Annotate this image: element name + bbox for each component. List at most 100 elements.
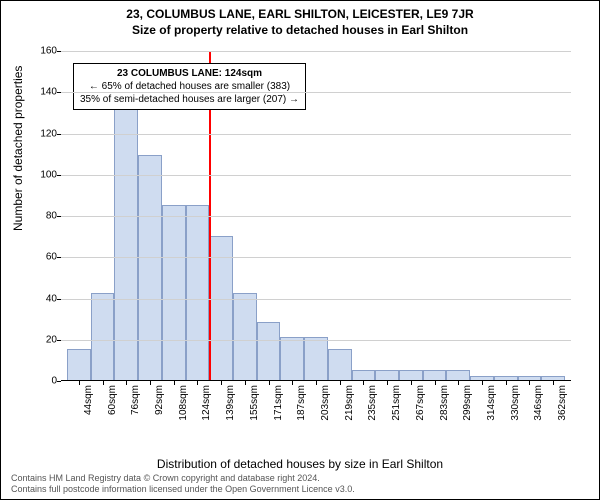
histogram-bar — [186, 205, 210, 380]
x-tick-label: 299sqm — [462, 385, 473, 421]
y-axis-label: Number of detached properties — [11, 66, 25, 231]
x-tick-label: 171sqm — [273, 385, 284, 421]
y-tick-mark — [57, 257, 61, 258]
x-tick-mark — [103, 381, 104, 385]
x-tick-label: 187sqm — [296, 385, 307, 421]
y-tick-mark — [57, 175, 61, 176]
x-tick-mark — [363, 381, 364, 385]
histogram-bar — [352, 370, 376, 380]
histogram-bar — [114, 91, 138, 380]
x-tick-label: 283sqm — [439, 385, 450, 421]
x-tick-label: 92sqm — [154, 385, 165, 415]
y-tick-mark — [57, 51, 61, 52]
grid-line — [61, 340, 571, 341]
y-tick-label: 40 — [27, 293, 57, 304]
x-tick-mark — [411, 381, 412, 385]
chart-subtitle: Size of property relative to detached ho… — [1, 23, 599, 37]
footer: Contains HM Land Registry data © Crown c… — [11, 473, 355, 495]
x-tick-mark — [340, 381, 341, 385]
x-tick-mark — [506, 381, 507, 385]
y-tick-label: 100 — [27, 169, 57, 180]
x-tick-mark — [221, 381, 222, 385]
x-axis-label: Distribution of detached houses by size … — [1, 457, 599, 471]
x-tick-label: 76sqm — [130, 385, 141, 415]
footer-line-2: Contains full postcode information licen… — [11, 484, 355, 495]
x-tick-label: 330sqm — [510, 385, 521, 421]
x-tick-label: 314sqm — [486, 385, 497, 421]
y-tick-label: 20 — [27, 334, 57, 345]
x-tick-mark — [316, 381, 317, 385]
x-tick-mark — [197, 381, 198, 385]
grid-line — [61, 257, 571, 258]
x-tick-mark — [529, 381, 530, 385]
histogram-bar — [446, 370, 470, 380]
y-tick-label: 140 — [27, 87, 57, 98]
x-tick-label: 124sqm — [201, 385, 212, 421]
histogram-bar — [162, 205, 186, 380]
title-block: 23, COLUMBUS LANE, EARL SHILTON, LEICEST… — [1, 1, 599, 37]
x-tick-mark — [387, 381, 388, 385]
x-tick-label: 44sqm — [83, 385, 94, 415]
x-tick-mark — [126, 381, 127, 385]
grid-line — [61, 175, 571, 176]
x-tick-mark — [292, 381, 293, 385]
x-tick-mark — [245, 381, 246, 385]
chart-title: 23, COLUMBUS LANE, EARL SHILTON, LEICEST… — [1, 7, 599, 21]
x-tick-mark — [435, 381, 436, 385]
annotation-line-2: ← 65% of detached houses are smaller (38… — [80, 80, 299, 93]
histogram-bar — [91, 293, 115, 380]
grid-line — [61, 92, 571, 93]
x-tick-label: 60sqm — [107, 385, 118, 415]
x-tick-label: 108sqm — [178, 385, 189, 421]
histogram-bar — [304, 337, 328, 380]
histogram-bar — [470, 376, 494, 380]
y-tick-mark — [57, 340, 61, 341]
histogram-bar — [233, 293, 257, 380]
grid-line — [61, 51, 571, 52]
x-tick-mark — [79, 381, 80, 385]
histogram-bar — [280, 337, 304, 380]
y-tick-label: 160 — [27, 46, 57, 57]
x-tick-label: 362sqm — [557, 385, 568, 421]
grid-line — [61, 216, 571, 217]
histogram-bar — [518, 376, 542, 380]
grid-line — [61, 299, 571, 300]
histogram-bar — [375, 370, 399, 380]
x-tick-label: 219sqm — [344, 385, 355, 421]
x-tick-label: 155sqm — [249, 385, 260, 421]
annotation-line-1: 23 COLUMBUS LANE: 124sqm — [80, 67, 299, 80]
y-tick-mark — [57, 381, 61, 382]
x-tick-label: 139sqm — [225, 385, 236, 421]
histogram-bar — [541, 376, 565, 380]
y-tick-label: 60 — [27, 252, 57, 263]
histogram-bar — [328, 349, 352, 380]
x-tick-label: 267sqm — [415, 385, 426, 421]
x-tick-mark — [482, 381, 483, 385]
y-tick-label: 80 — [27, 211, 57, 222]
x-tick-mark — [553, 381, 554, 385]
x-tick-label: 235sqm — [367, 385, 378, 421]
histogram-bar — [67, 349, 91, 380]
histogram-bar — [399, 370, 423, 380]
x-tick-mark — [150, 381, 151, 385]
footer-line-1: Contains HM Land Registry data © Crown c… — [11, 473, 355, 484]
y-tick-mark — [57, 92, 61, 93]
x-tick-mark — [269, 381, 270, 385]
y-tick-label: 120 — [27, 128, 57, 139]
x-tick-label: 251sqm — [391, 385, 402, 421]
grid-line — [61, 134, 571, 135]
y-tick-mark — [57, 299, 61, 300]
x-tick-label: 203sqm — [320, 385, 331, 421]
histogram-bar — [494, 376, 518, 380]
annotation-box: 23 COLUMBUS LANE: 124sqm ← 65% of detach… — [73, 63, 306, 110]
x-tick-mark — [174, 381, 175, 385]
y-tick-mark — [57, 216, 61, 217]
plot-region: 23 COLUMBUS LANE: 124sqm ← 65% of detach… — [61, 51, 571, 381]
x-tick-mark — [458, 381, 459, 385]
x-tick-label: 346sqm — [533, 385, 544, 421]
chart-area: 23 COLUMBUS LANE: 124sqm ← 65% of detach… — [61, 51, 571, 416]
histogram-bar — [138, 155, 162, 380]
histogram-bar — [257, 322, 281, 380]
y-tick-label: 0 — [27, 376, 57, 387]
histogram-bar — [423, 370, 447, 380]
